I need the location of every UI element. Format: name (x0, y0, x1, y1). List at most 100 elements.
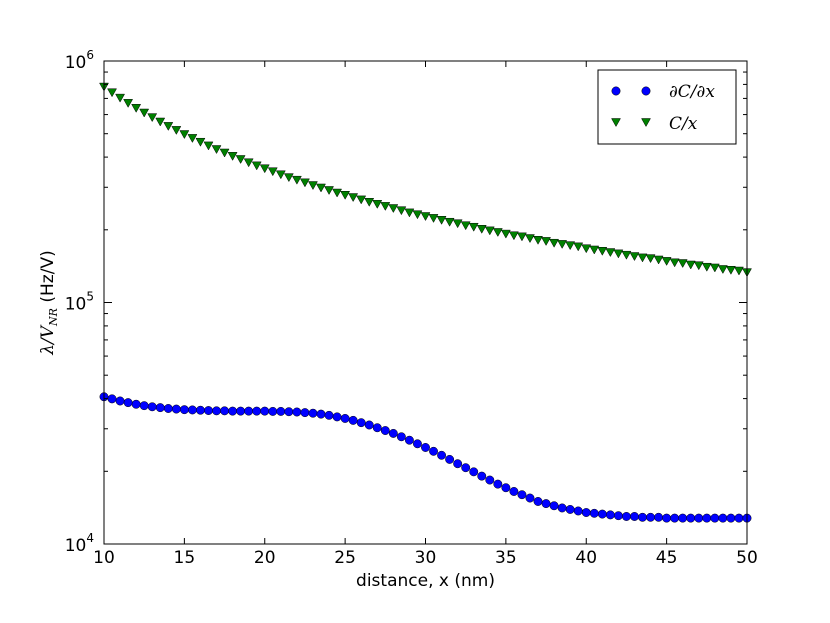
data-point-Cx (573, 242, 584, 252)
data-point-dCdx (340, 414, 350, 423)
data-point-Cx (372, 200, 383, 209)
data-point-Cx (541, 237, 551, 246)
y-tick-label: 106 (65, 48, 94, 73)
data-point-dCdx (220, 406, 230, 416)
data-point-dCdx (212, 406, 221, 416)
data-point-dCdx (686, 513, 696, 523)
data-point-Cx (211, 145, 222, 155)
data-point-dCdx (292, 407, 302, 417)
data-point-Cx (685, 260, 696, 270)
data-point-dCdx (163, 404, 173, 413)
data-point-Cx (203, 141, 214, 151)
data-point-Cx (275, 170, 286, 180)
data-point-dCdx (348, 415, 358, 425)
x-axis-label: distance, x (nm) (356, 571, 495, 591)
y-axis-label-units: (Hz/V) (38, 250, 58, 302)
data-point-Cx (340, 191, 351, 200)
data-point-dCdx (654, 512, 664, 522)
data-point-Cx (701, 262, 712, 272)
data-point-Cx (420, 212, 431, 222)
data-point-dCdx (228, 406, 238, 416)
data-point-dCdx (324, 410, 334, 420)
data-point-Cx (581, 244, 592, 254)
data-point-dCdx (171, 404, 181, 414)
data-point-Cx (147, 113, 158, 123)
data-point-dCdx (573, 506, 583, 516)
x-tick-label: 50 (736, 548, 758, 568)
data-point-dCdx (597, 509, 607, 519)
data-point-dCdx (196, 405, 205, 415)
data-point-Cx (227, 152, 238, 161)
data-point-dCdx (147, 402, 157, 412)
legend-label-dCdx: ∂C/∂x (669, 82, 715, 102)
x-tick-label: 30 (415, 548, 437, 568)
svg-text:λ/VNR (Hz/V): λ/VNR (Hz/V) (38, 250, 60, 355)
data-point-dCdx (501, 483, 511, 493)
data-point-dCdx (187, 405, 197, 415)
data-point-dCdx (710, 513, 720, 523)
data-point-Cx (669, 258, 680, 268)
data-point-Cx (163, 122, 174, 131)
y-tick-label: 105 (65, 290, 94, 315)
data-point-dCdx (107, 394, 117, 404)
data-point-dCdx (638, 512, 647, 522)
data-point-Cx (412, 210, 423, 220)
data-point-dCdx (332, 412, 342, 422)
data-point-Cx (348, 193, 359, 203)
data-point-dCdx (179, 405, 189, 415)
data-point-dCdx (131, 399, 141, 409)
data-point-Cx (179, 130, 190, 140)
data-point-Cx (589, 245, 600, 255)
legend-marker-Cx-1 (611, 118, 621, 128)
data-point-Cx (565, 241, 576, 251)
x-tick-label: 10 (93, 548, 115, 568)
data-point-Cx (677, 259, 688, 269)
data-point-Cx (316, 183, 326, 193)
data-point-Cx (605, 248, 616, 258)
y-axis-label-subscript: NR (47, 308, 60, 327)
data-point-dCdx (477, 471, 487, 481)
data-point-dCdx (115, 396, 125, 406)
data-point-Cx (283, 173, 294, 183)
y-axis-label: λ/VNR (Hz/V) (38, 250, 60, 355)
data-point-dCdx (678, 513, 688, 523)
data-point-dCdx (549, 501, 559, 511)
legend-box (597, 69, 737, 145)
legend: ∂C/∂x C/x (597, 69, 737, 145)
data-point-Cx (460, 221, 471, 231)
data-point-Cx (717, 265, 728, 274)
data-point-dCdx (388, 428, 398, 438)
y-axis-label-symbol: λ/V (38, 324, 58, 356)
data-point-Cx (291, 175, 302, 185)
data-point-Cx (525, 234, 535, 244)
data-point-dCdx (404, 435, 414, 445)
data-point-Cx (308, 181, 318, 191)
data-point-dCdx (541, 499, 551, 509)
data-point-Cx (251, 161, 262, 171)
data-point-dCdx (356, 418, 366, 428)
data-point-Cx (629, 252, 640, 262)
data-point-dCdx (236, 406, 246, 416)
data-point-dCdx (268, 406, 278, 416)
data-point-dCdx (694, 513, 704, 523)
data-point-Cx (243, 158, 254, 168)
data-point-Cx (500, 229, 511, 239)
data-point-Cx (709, 263, 720, 273)
data-point-dCdx (533, 497, 543, 506)
data-point-dCdx (372, 423, 382, 433)
data-point-dCdx (726, 513, 736, 523)
data-point-dCdx (461, 463, 471, 473)
data-point-dCdx (155, 403, 165, 413)
data-point-Cx (517, 232, 527, 242)
data-point-dCdx (429, 446, 438, 456)
data-point-Cx (380, 202, 391, 211)
data-point-dCdx (276, 406, 286, 416)
data-point-Cx (597, 247, 608, 256)
x-tick-label: 45 (656, 548, 678, 568)
data-point-Cx (187, 134, 198, 143)
x-tick-label: 15 (174, 548, 196, 568)
x-tick-label: 35 (495, 548, 517, 568)
data-point-Cx (332, 188, 343, 198)
data-point-dCdx (139, 401, 149, 411)
data-point-dCdx (445, 454, 455, 464)
